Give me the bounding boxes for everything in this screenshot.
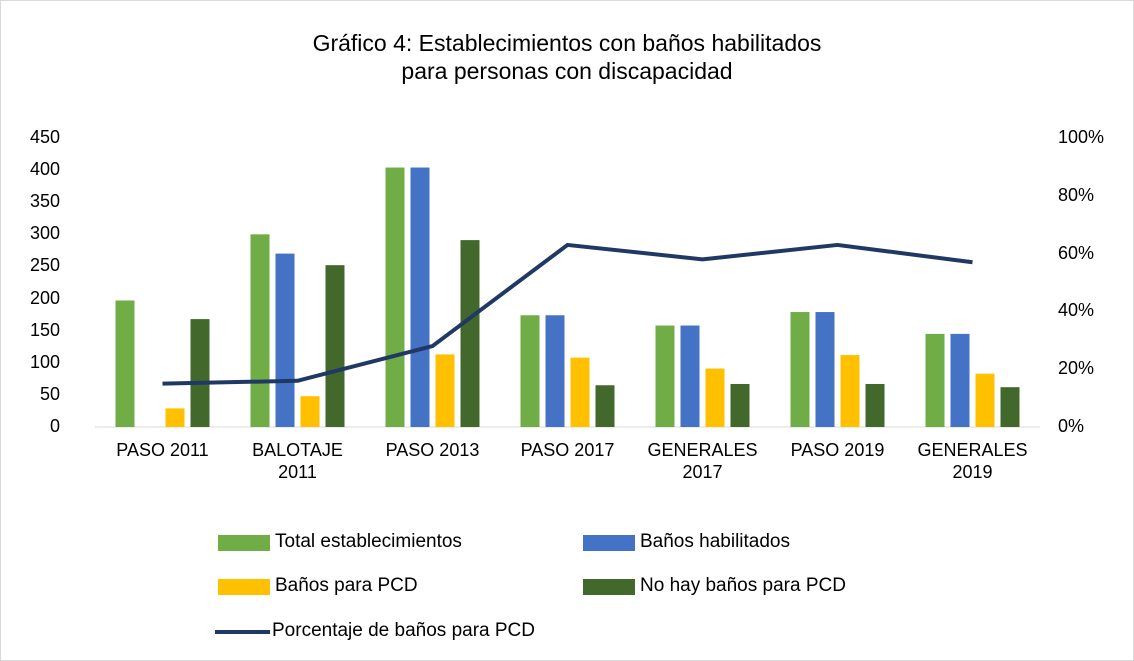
bar — [165, 408, 185, 427]
bar — [595, 385, 615, 427]
y2-tick-label: 60% — [1058, 242, 1095, 263]
bar — [655, 325, 675, 427]
bar — [300, 396, 320, 427]
bar — [545, 315, 565, 427]
legend-label: Baños para PCD — [275, 575, 418, 596]
y-tick-label: 350 — [29, 191, 60, 212]
bar — [115, 300, 135, 427]
bar — [435, 354, 455, 427]
bar — [570, 357, 590, 427]
y-tick-label: 450 — [29, 127, 60, 147]
legend-swatch — [218, 535, 270, 551]
y2-tick-label: 80% — [1058, 184, 1095, 205]
y2-tick-label: 0% — [1058, 416, 1085, 436]
bar — [705, 368, 725, 427]
legend-swatch — [583, 535, 635, 551]
y-tick-label: 0 — [49, 416, 60, 436]
bar — [730, 383, 750, 427]
bar — [680, 325, 700, 427]
y2-tick-label: 40% — [1058, 300, 1095, 321]
bar — [460, 240, 480, 427]
bar — [815, 312, 835, 427]
bar — [865, 383, 885, 427]
bar — [520, 315, 540, 427]
legend-swatch — [583, 579, 635, 595]
x-tick-label: PASO 2013 — [385, 440, 480, 460]
line — [162, 242, 973, 386]
legend-label: Baños habilitados — [640, 531, 790, 552]
y-tick-label: 300 — [29, 223, 60, 244]
y-tick-label: 400 — [29, 159, 60, 180]
bar — [840, 355, 860, 427]
x-tick-label: PASO 2011 — [116, 440, 209, 460]
bar — [790, 312, 810, 427]
y-tick-label: 100 — [29, 351, 60, 372]
x-tick-label: GENERALES 2019 — [917, 440, 1028, 482]
y2-tick-label: 20% — [1058, 358, 1095, 379]
x-tick-label: PASO 2019 — [790, 440, 885, 460]
bar — [190, 319, 210, 427]
legend-swatch — [218, 579, 270, 595]
x-tick-label: BALOTAJE 2011 — [252, 440, 343, 482]
y2-tick-label: 100% — [1058, 127, 1105, 147]
bar — [925, 333, 945, 427]
bar — [975, 373, 995, 427]
bar — [325, 265, 345, 427]
x-tick-label: PASO 2017 — [520, 440, 615, 460]
chart-title: Gráfico 4: Establecimientos con baños ha… — [312, 30, 822, 84]
x-tick-label: GENERALES 2017 — [647, 440, 758, 482]
bar — [250, 234, 270, 427]
legend-label: Porcentaje de baños para PCD — [272, 620, 535, 641]
bar — [410, 167, 430, 427]
bar — [1000, 387, 1020, 427]
y-tick-label: 200 — [29, 287, 60, 308]
y-tick-label: 150 — [29, 319, 60, 340]
y-tick-label: 50 — [39, 383, 60, 404]
bar — [950, 333, 970, 427]
bar — [385, 167, 405, 427]
legend-label: No hay baños para PCD — [640, 575, 846, 596]
legend-label: Total establecimientos — [275, 531, 462, 552]
bar — [275, 253, 295, 427]
y-tick-label: 250 — [29, 255, 60, 276]
